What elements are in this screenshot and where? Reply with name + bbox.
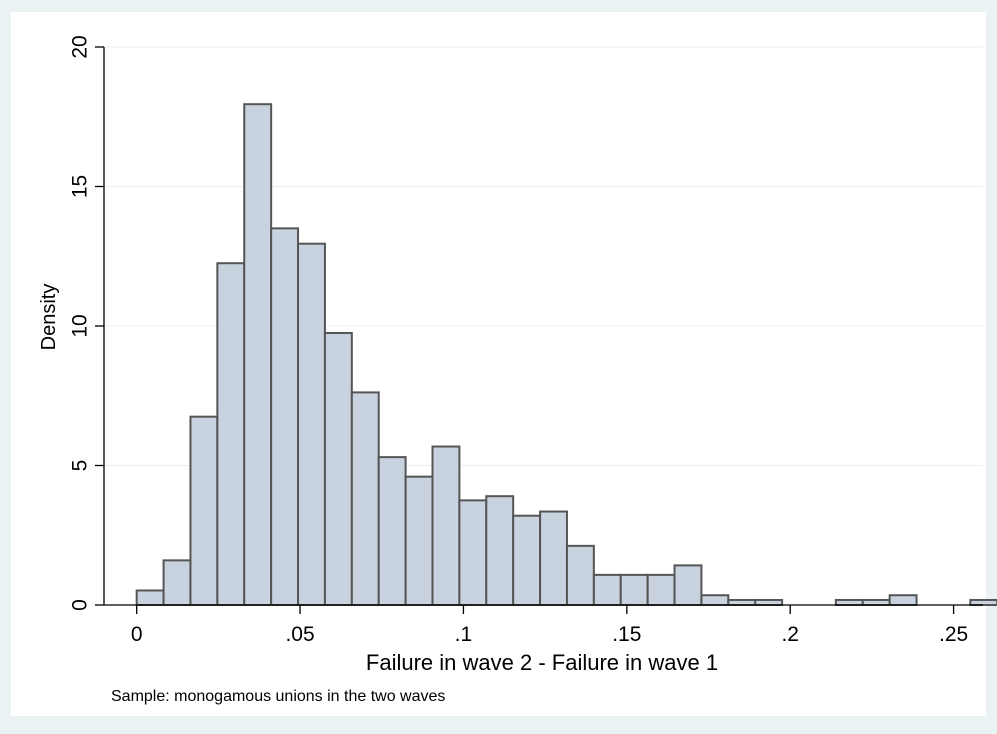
y-tick-label: 5 — [69, 460, 92, 472]
x-tick-labels: 0 .05 .1 .15 .2 .25 — [131, 605, 968, 646]
histogram-bar — [431, 445, 461, 607]
histogram-bar — [485, 495, 515, 606]
histogram-bar — [727, 598, 757, 607]
y-tick-label: 20 — [69, 35, 92, 58]
chart-note: Sample: monogamous unions in the two wav… — [111, 688, 445, 705]
x-tick-label: .25 — [939, 623, 968, 646]
histogram-bar — [270, 227, 300, 606]
y-tick-label: 10 — [69, 314, 92, 337]
histogram-bar — [189, 415, 219, 606]
x-tick-label: .2 — [781, 623, 799, 646]
histogram-bar — [592, 573, 622, 606]
y-tick-labels: 0 5 10 15 20 — [69, 35, 104, 611]
histogram-bar — [404, 475, 434, 606]
histogram-bar — [673, 564, 703, 607]
x-tick-label: .1 — [455, 623, 473, 646]
histogram-bar — [297, 242, 326, 606]
histogram-bar — [565, 544, 595, 606]
histogram-bar — [539, 510, 568, 606]
y-axis-label: Density — [38, 284, 60, 351]
x-tick-label: .05 — [285, 623, 314, 646]
histogram-bar — [700, 594, 730, 606]
y-tick-label: 0 — [69, 599, 92, 611]
histogram-bar — [377, 456, 407, 606]
histogram-bar — [162, 559, 192, 606]
histogram-bar — [619, 573, 649, 606]
plot-region — [11, 12, 986, 716]
histogram-bar — [135, 589, 165, 607]
histogram-bar — [888, 594, 918, 606]
histogram-bar — [243, 103, 273, 606]
x-tick-label: 0 — [131, 623, 143, 646]
histogram-bar — [834, 598, 864, 607]
histogram-bar — [969, 598, 997, 607]
histogram-bar — [512, 514, 542, 606]
histogram-bar — [754, 598, 784, 607]
histogram-bar — [458, 499, 488, 606]
histogram-bar — [216, 262, 246, 606]
x-tick-label: .15 — [612, 623, 641, 646]
histogram-bar — [861, 598, 891, 607]
histogram-bar — [646, 573, 676, 606]
histogram-bar — [323, 331, 353, 606]
x-axis-label: Failure in wave 2 - Failure in wave 1 — [366, 650, 718, 675]
y-tick-label: 15 — [69, 175, 92, 198]
histogram-bar — [350, 391, 380, 607]
